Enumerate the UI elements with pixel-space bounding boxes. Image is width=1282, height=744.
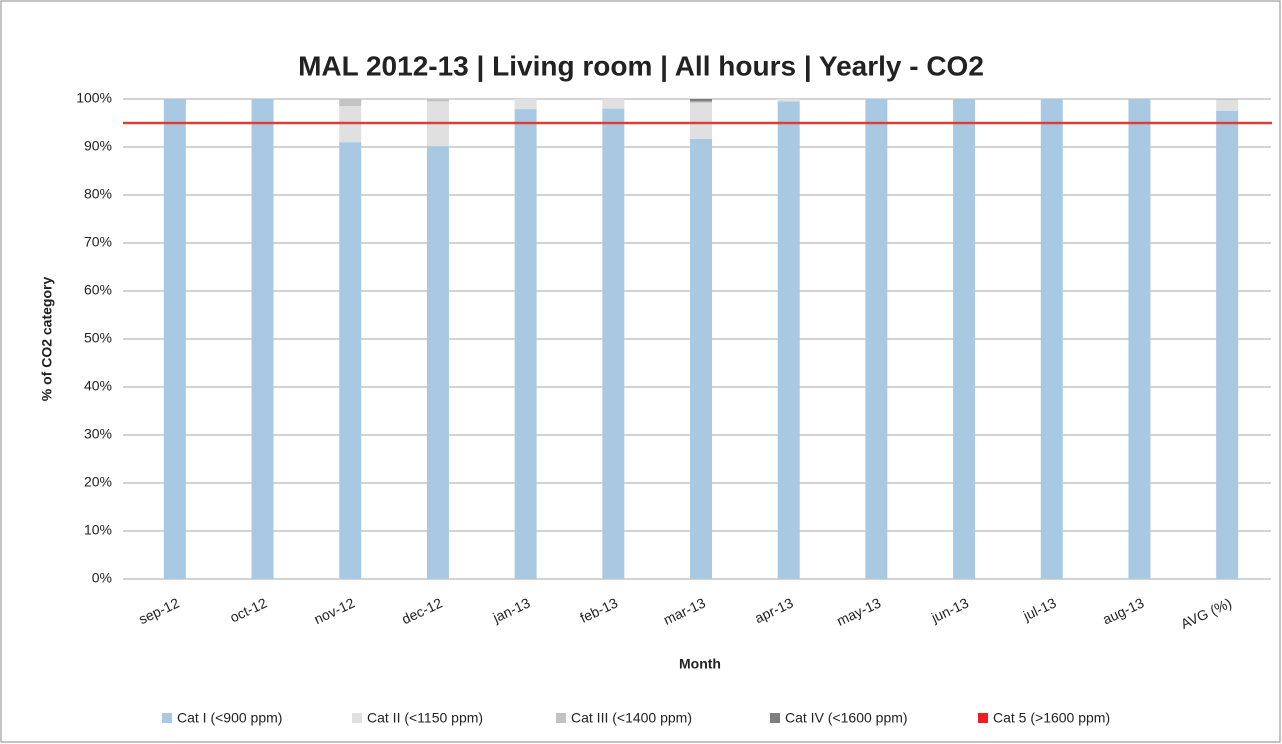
bar-segment	[339, 142, 362, 579]
y-tick-label: 50%	[84, 330, 112, 346]
bar-segment	[1216, 99, 1239, 111]
y-tick-label: 0%	[92, 570, 112, 586]
bar-segment	[602, 108, 625, 579]
y-axis-title: % of CO2 category	[39, 277, 55, 402]
bar-segment	[777, 99, 800, 102]
bar-segment	[690, 101, 712, 103]
legend-label: Cat 5 (>1600 ppm)	[993, 710, 1110, 726]
bar-segment	[1216, 99, 1239, 100]
bar-segment	[514, 99, 537, 110]
legend-label: Cat I (<900 ppm)	[177, 710, 282, 726]
bar-segment	[777, 101, 800, 580]
bar-segment	[251, 99, 274, 579]
y-tick-label: 30%	[84, 426, 112, 442]
bar-segment	[514, 109, 537, 579]
legend-swatch	[162, 713, 172, 723]
bar-segment	[339, 99, 362, 107]
bar-segment	[1128, 99, 1151, 579]
bar-segment	[426, 99, 449, 102]
bar-segment	[690, 99, 712, 102]
y-tick-label: 40%	[84, 378, 112, 394]
legend-label: Cat II (<1150 ppm)	[367, 710, 483, 726]
legend-swatch	[978, 713, 988, 723]
legend-label: Cat III (<1400 ppm)	[571, 710, 692, 726]
x-axis-title: Month	[679, 656, 721, 672]
y-tick-label: 10%	[84, 522, 112, 538]
bar-segment	[953, 99, 976, 579]
bar-segment	[1216, 111, 1239, 579]
y-tick-label: 60%	[84, 282, 112, 298]
legend-swatch	[556, 713, 566, 723]
bar-segment	[163, 99, 186, 579]
legend-label: Cat IV (<1600 ppm)	[785, 710, 908, 726]
y-tick-label: 100%	[76, 90, 112, 106]
bar-segment	[690, 138, 712, 579]
y-tick-label: 20%	[84, 474, 112, 490]
chart-title: MAL 2012-13 | Living room | All hours | …	[298, 50, 984, 81]
bar-segment	[1040, 99, 1063, 579]
legend-swatch	[770, 713, 780, 723]
bar-segment	[690, 102, 712, 139]
y-tick-label: 80%	[84, 186, 112, 202]
legend-swatch	[352, 713, 362, 723]
bar-segment	[602, 99, 625, 109]
y-tick-label: 90%	[84, 138, 112, 154]
y-tick-label: 70%	[84, 234, 112, 250]
bar-segment	[426, 146, 449, 580]
bar-segment	[865, 99, 888, 579]
